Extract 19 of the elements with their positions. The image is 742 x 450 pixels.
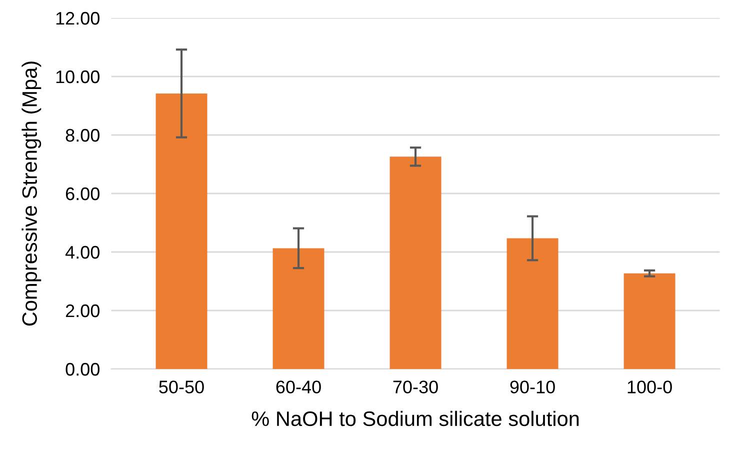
- bar: [390, 156, 442, 369]
- x-tick-label: 90-10: [510, 380, 555, 394]
- bar: [624, 273, 676, 369]
- x-tick-label: 50-50: [159, 380, 204, 394]
- y-axis-title: Compressive Strength (Mpa): [22, 62, 42, 326]
- x-tick-label: 100-0: [628, 380, 672, 394]
- bar: [156, 93, 208, 369]
- y-tick-label: 8.00: [66, 128, 100, 142]
- bar: [272, 248, 324, 369]
- y-tick-label: 0.00: [66, 362, 100, 376]
- y-tick-label: 4.00: [65, 246, 100, 259]
- y-tick-label: 2.00: [66, 304, 100, 318]
- y-tick-label: 6.00: [66, 187, 100, 200]
- y-tick-label: 10.00: [56, 70, 100, 84]
- x-tick-label: 60-40: [276, 380, 321, 394]
- x-tick-label: 70-30: [393, 380, 438, 394]
- bar: [506, 238, 558, 369]
- y-tick-label: 12.00: [56, 12, 100, 25]
- x-axis-title: % NaOH to Sodium silicate solution: [252, 410, 579, 426]
